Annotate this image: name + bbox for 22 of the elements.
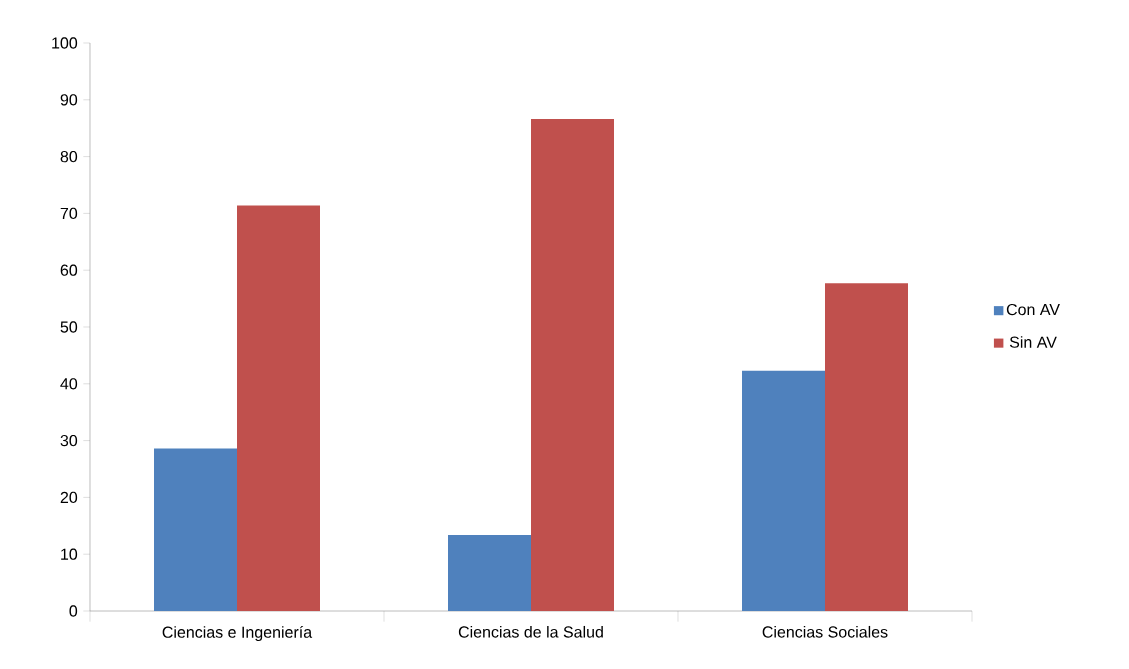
bar [742, 370, 825, 611]
y-tick-label: 80 [60, 150, 78, 163]
y-tick-label: 50 [60, 321, 78, 333]
y-tick-label: 30 [60, 434, 78, 447]
bar [448, 534, 531, 611]
y-tick-label: 20 [60, 491, 78, 504]
y-tick-label: 70 [60, 207, 78, 220]
y-tick-label: 60 [60, 264, 78, 276]
x-tick-label: Ciencias Sociales [762, 625, 888, 638]
y-tick-label: 90 [60, 94, 78, 106]
x-tick-label: Ciencias e Ingeniería [162, 625, 313, 642]
bar [237, 205, 320, 611]
legend-label: Sin AV [1009, 336, 1057, 348]
bar [825, 283, 908, 611]
bar [531, 119, 614, 611]
y-tick-label: 10 [61, 548, 78, 560]
y-tick-label: 0 [69, 605, 78, 617]
bar [154, 448, 237, 611]
x-tick-label: Ciencias de la Salud [458, 625, 603, 638]
legend-label: Con AV [1006, 303, 1060, 316]
y-tick-label: 100 [52, 37, 78, 49]
y-tick-label: 40 [60, 378, 78, 390]
